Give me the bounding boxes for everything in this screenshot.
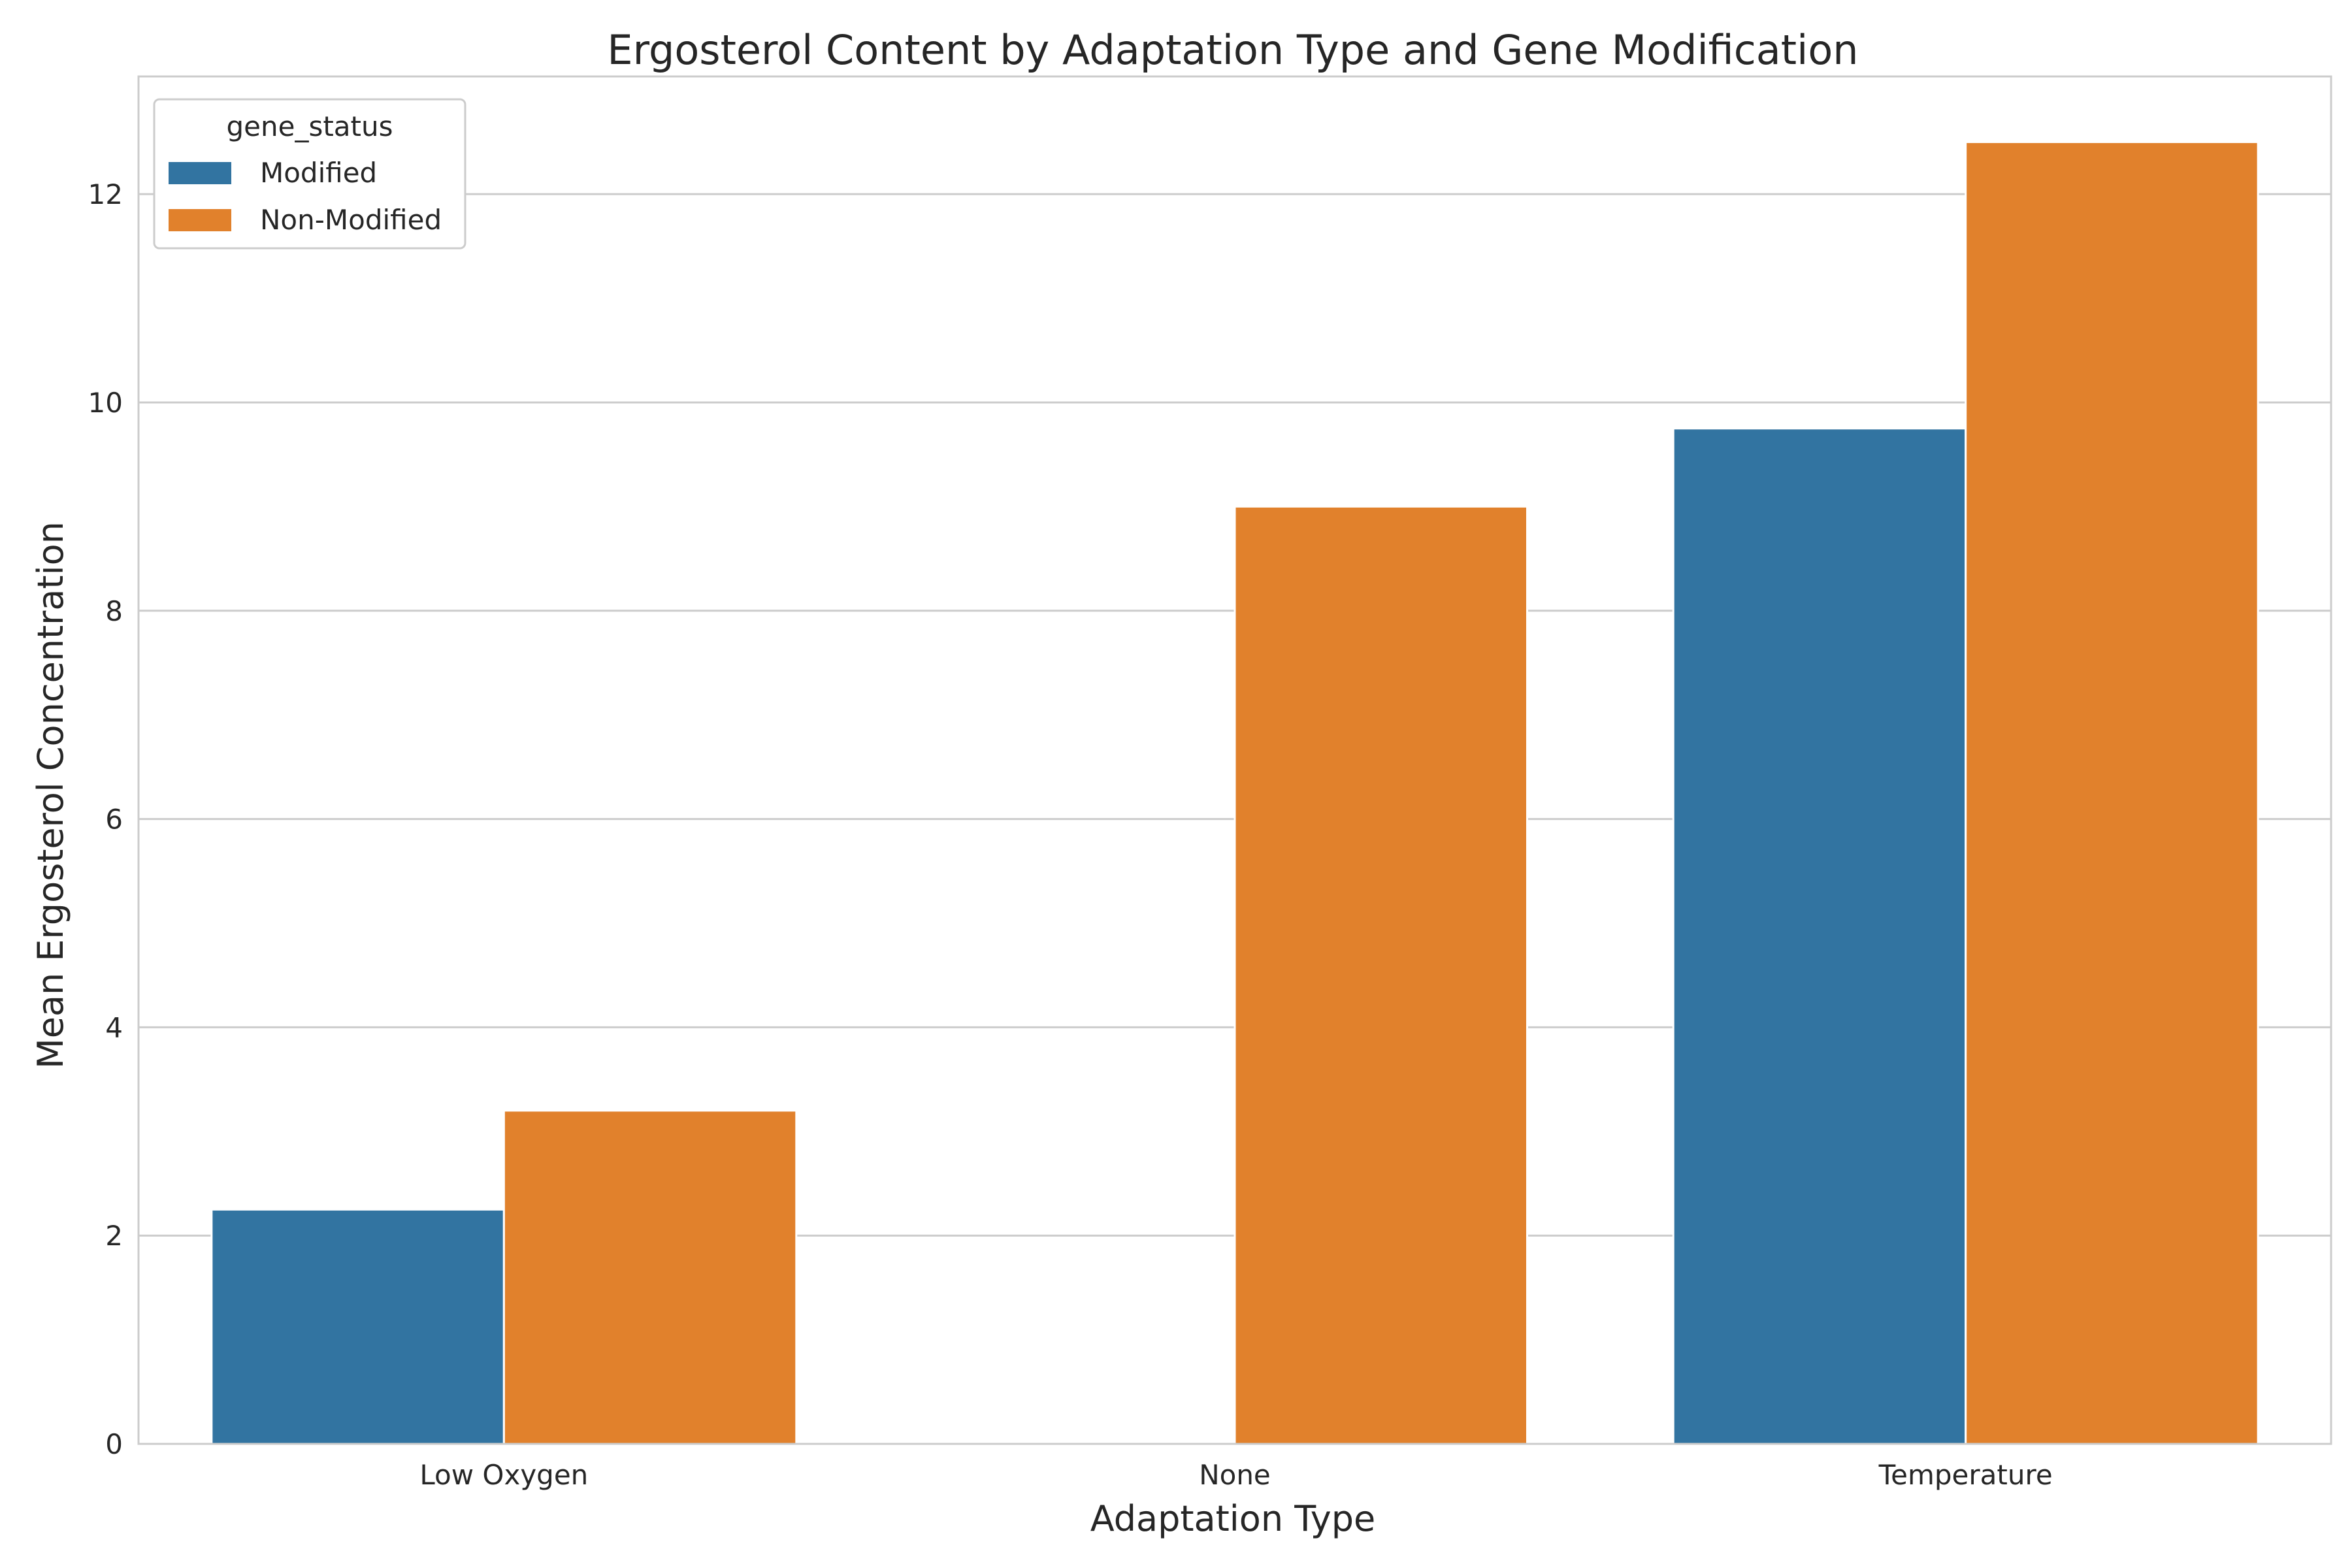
y-axis-label: Mean Ergosterol Concentration	[30, 521, 71, 1069]
x-tick-labels: Low Oxygen None Temperature	[419, 1459, 2052, 1491]
y-tick-label: 10	[88, 387, 123, 419]
legend: gene_status Modified Non-Modified	[153, 98, 466, 250]
y-tick-label: 8	[105, 595, 123, 627]
chart-title: Ergosterol Content by Adaptation Type an…	[607, 26, 1858, 74]
bar-non-modified-none	[1233, 505, 1528, 1445]
x-axis-label: Adaptation Type	[1090, 1498, 1376, 1539]
legend-swatch	[169, 209, 231, 231]
y-tick-labels: 0 2 4 6 8 10 12	[88, 178, 123, 1460]
plot-frame	[137, 75, 2332, 1445]
x-tick-label: None	[1199, 1459, 1271, 1491]
y-tick-label: 6	[105, 804, 123, 836]
bar-non-modified-low-oxygen	[502, 1109, 798, 1445]
y-tick-label: 2	[105, 1220, 123, 1252]
y-tick-label: 4	[105, 1011, 123, 1043]
legend-label: Modified	[260, 157, 377, 189]
y-tick-label: 0	[105, 1428, 123, 1460]
bar-modified-temperature	[1672, 427, 1967, 1445]
x-tick-label: Low Oxygen	[419, 1459, 588, 1491]
legend-label: Non-Modified	[260, 204, 442, 236]
legend-title: gene_status	[226, 110, 393, 142]
legend-swatch	[169, 162, 231, 184]
y-tick-label: 12	[88, 178, 123, 210]
bar-modified-low-oxygen	[210, 1208, 505, 1445]
legend-box	[153, 98, 466, 250]
x-tick-label: Temperature	[1878, 1459, 2053, 1491]
bar-non-modified-temperature	[1965, 140, 2259, 1445]
